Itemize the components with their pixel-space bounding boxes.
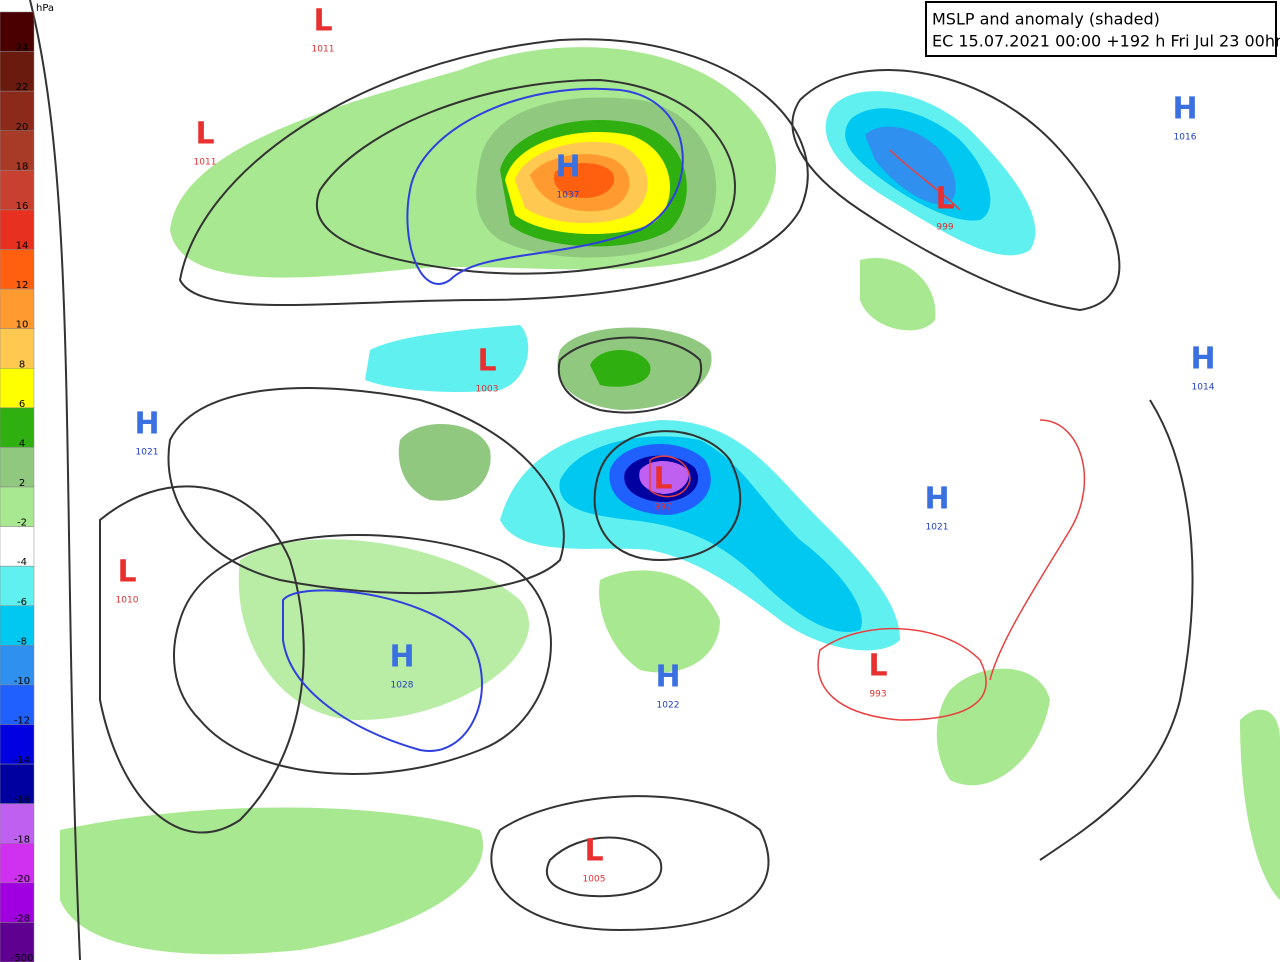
- legend-label: -20: [14, 874, 30, 885]
- center-value: 1021: [926, 523, 949, 533]
- center-letter: L: [477, 344, 496, 379]
- legend-label: -28: [14, 913, 30, 924]
- legend-swatch: [0, 922, 35, 962]
- legend-swatch: [0, 130, 35, 171]
- high-isobars: [282, 87, 684, 752]
- center-letter: L: [313, 4, 332, 39]
- center-letter: H: [1190, 342, 1215, 377]
- center-value: 1010: [116, 596, 139, 606]
- legend-label: -14: [14, 755, 30, 766]
- center-letter: L: [584, 834, 603, 869]
- isobars: [29, 0, 1194, 961]
- legend-swatch: [0, 51, 35, 92]
- center-letter: H: [1172, 92, 1197, 127]
- legend-label: -500: [11, 953, 34, 962]
- legend-swatch: [0, 328, 35, 369]
- legend-swatch: [0, 486, 35, 527]
- center-value: 1028: [391, 681, 414, 691]
- legend-swatch: [0, 526, 35, 567]
- center-value: 1021: [136, 448, 159, 458]
- legend-label: 14: [16, 241, 29, 252]
- center-letter: L: [868, 649, 887, 684]
- legend-swatch: [0, 407, 35, 448]
- center-value: 997: [654, 503, 671, 513]
- center-letter: L: [117, 555, 136, 590]
- legend-swatch: [0, 843, 35, 884]
- center-letter: L: [653, 462, 672, 497]
- title-box: MSLP and anomaly (shaded) EC 15.07.2021 …: [925, 1, 1280, 57]
- center-letter: H: [134, 407, 159, 442]
- center-value: 993: [869, 690, 886, 700]
- center-value: 1005: [583, 875, 606, 885]
- legend-label: -16: [14, 795, 30, 806]
- legend-label: -18: [14, 834, 30, 845]
- title: MSLP and anomaly (shaded): [932, 10, 1160, 29]
- center-value: 1011: [312, 45, 335, 55]
- legend-label: -8: [17, 636, 27, 647]
- legend: hPa 24 22 20 18 16 14 12 10 8 6 4 2 -2 -4 -6 -8 -10 -12 -1…: [0, 3, 54, 962]
- legend-label: 16: [16, 201, 29, 212]
- legend-unit: hPa: [36, 3, 54, 14]
- legend-swatch: [0, 11, 35, 52]
- title-border: [925, 1, 1277, 57]
- center-letter: H: [655, 660, 680, 695]
- subtitle: EC 15.07.2021 00:00 +192 h Fri Jul 23 00…: [932, 32, 1280, 51]
- center-letter: H: [924, 482, 949, 517]
- legend-swatch: [0, 645, 35, 686]
- low-isobars: [649, 149, 1086, 721]
- center-value: 1011: [194, 158, 217, 168]
- legend-label: 18: [16, 161, 29, 172]
- center-value: 1016: [1174, 133, 1197, 143]
- legend-swatch: [0, 882, 35, 923]
- legend-label: -12: [14, 716, 30, 727]
- legend-swatch: [0, 288, 35, 329]
- legend-label: 22: [16, 82, 29, 93]
- legend-label: 8: [19, 359, 25, 370]
- legend-swatch: [0, 447, 35, 488]
- center-letter: H: [555, 150, 580, 185]
- legend-label: -2: [17, 518, 27, 529]
- legend-label: 20: [16, 122, 29, 133]
- legend-swatch: [0, 368, 35, 409]
- center-value: 1022: [657, 701, 680, 711]
- center-letter: L: [195, 117, 214, 152]
- anomaly-shading: [60, 47, 1280, 955]
- legend-label: 2: [19, 478, 25, 489]
- legend-label: -4: [17, 557, 27, 568]
- center-letter: H: [389, 640, 414, 675]
- legend-label: -6: [17, 597, 27, 608]
- legend-swatch: [0, 763, 35, 804]
- center-value: 1014: [1192, 383, 1215, 393]
- legend-label: 4: [19, 438, 25, 449]
- legend-swatch: [0, 90, 35, 131]
- center-value: 1037: [557, 191, 580, 201]
- legend-swatch: [0, 170, 35, 211]
- legend-label: 12: [16, 280, 29, 291]
- legend-label: 24: [16, 43, 29, 54]
- center-letter: L: [935, 182, 954, 217]
- legend-label: 10: [16, 320, 29, 331]
- center-value: 999: [936, 223, 953, 233]
- legend-swatch: [0, 724, 35, 765]
- pressure-centers: L 1011 L 1011 H 1037 H 1016 L 999 H 1014 L 1003 H 1021 L…: [116, 4, 1216, 885]
- legend-label: -10: [14, 676, 30, 687]
- legend-label: 6: [19, 399, 25, 410]
- center-value: 1003: [476, 385, 499, 395]
